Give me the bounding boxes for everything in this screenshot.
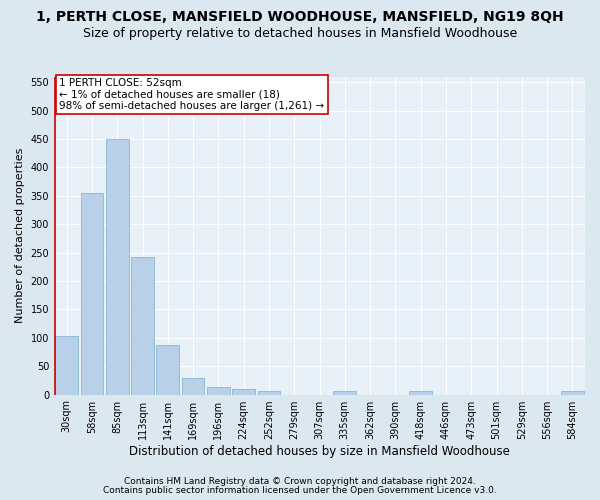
- Bar: [207, 387, 230, 394]
- Text: Size of property relative to detached houses in Mansfield Woodhouse: Size of property relative to detached ho…: [83, 28, 517, 40]
- Bar: [157, 345, 179, 395]
- Text: Contains public sector information licensed under the Open Government Licence v3: Contains public sector information licen…: [103, 486, 497, 495]
- Bar: [80, 193, 103, 394]
- Bar: [232, 389, 255, 394]
- Bar: [55, 336, 78, 394]
- Bar: [131, 256, 154, 394]
- Bar: [561, 391, 584, 394]
- Bar: [182, 378, 205, 394]
- Bar: [106, 139, 128, 394]
- Bar: [409, 391, 432, 394]
- X-axis label: Distribution of detached houses by size in Mansfield Woodhouse: Distribution of detached houses by size …: [129, 444, 510, 458]
- Bar: [257, 391, 280, 394]
- Text: Contains HM Land Registry data © Crown copyright and database right 2024.: Contains HM Land Registry data © Crown c…: [124, 477, 476, 486]
- Y-axis label: Number of detached properties: Number of detached properties: [15, 148, 25, 323]
- Bar: [334, 391, 356, 394]
- Text: 1 PERTH CLOSE: 52sqm
← 1% of detached houses are smaller (18)
98% of semi-detach: 1 PERTH CLOSE: 52sqm ← 1% of detached ho…: [59, 78, 325, 112]
- Text: 1, PERTH CLOSE, MANSFIELD WOODHOUSE, MANSFIELD, NG19 8QH: 1, PERTH CLOSE, MANSFIELD WOODHOUSE, MAN…: [36, 10, 564, 24]
